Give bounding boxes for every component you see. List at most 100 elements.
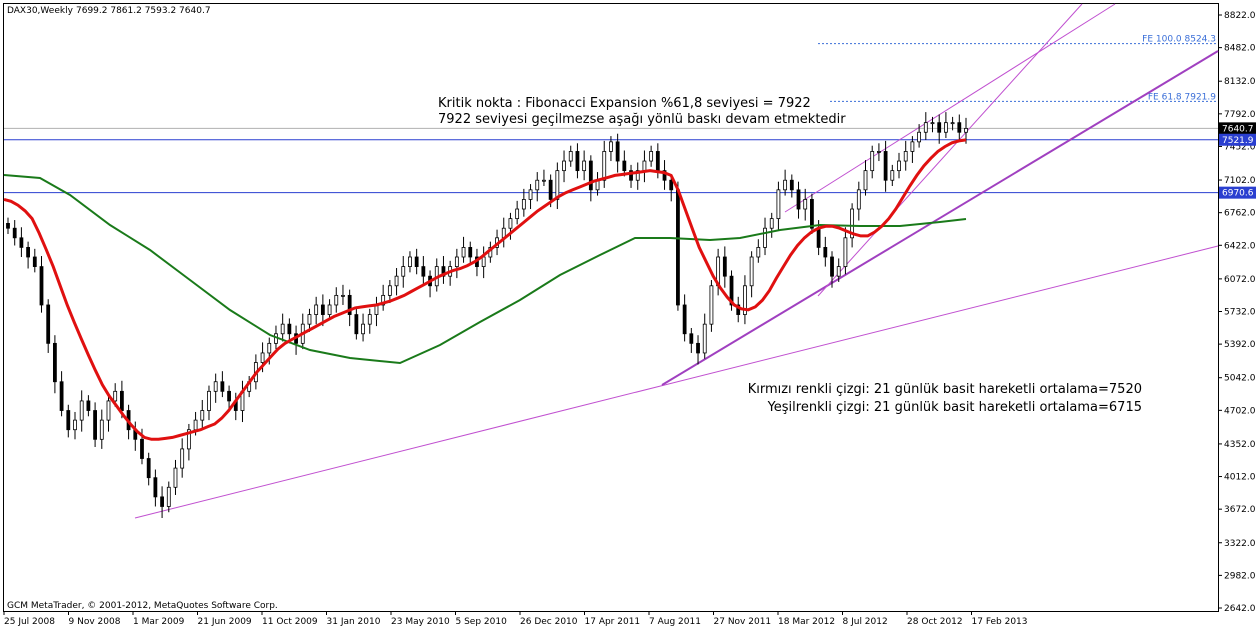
candle-body-108: [729, 275, 734, 306]
candle-body-133: [897, 160, 901, 172]
candle-body-12: [86, 400, 91, 411]
candle-body-50: [341, 294, 345, 297]
copyright: GCM MetaTrader, © 2001-2012, MetaQuotes …: [7, 601, 278, 611]
candle-body-99: [669, 179, 674, 191]
candle-body-136: [917, 131, 922, 143]
candle-body-89: [602, 151, 607, 181]
y-tick-label-11: 5042.0: [1224, 374, 1256, 384]
x-tick-label-13: 8 Jul 2012: [843, 617, 888, 627]
candle-body-117: [789, 179, 794, 191]
candle-body-107: [722, 256, 727, 277]
candle-body-101: [682, 304, 687, 335]
candle-body-86: [582, 160, 587, 172]
y-tick-label-18: 2642.0: [1224, 604, 1256, 614]
candle-body-115: [776, 189, 781, 220]
candle-body-126: [850, 208, 855, 239]
candle-body-123: [830, 256, 834, 277]
candle-body-79: [535, 179, 540, 191]
x-tick-label-6: 23 May 2010: [391, 617, 450, 627]
green-moving-average: [3, 174, 967, 365]
candle-body-77: [521, 199, 526, 210]
candle-body-38: [260, 352, 265, 363]
candle-body-26: [180, 448, 185, 469]
y-tick-label-3: 7792.0: [1224, 110, 1256, 120]
candle-body-27: [186, 429, 191, 450]
candle-body-22: [153, 477, 158, 498]
candle-body-57: [387, 285, 392, 296]
candle-body-103: [696, 342, 700, 354]
candle-body-120: [810, 199, 814, 229]
candle-body-95: [642, 160, 647, 172]
candle-body-6: [46, 304, 51, 344]
candle-body-67: [454, 256, 459, 267]
candle-body-87: [588, 160, 593, 191]
candle-body-48: [327, 304, 332, 315]
candle-body-75: [508, 218, 513, 229]
y-tick-label-9: 5732.0: [1224, 308, 1256, 318]
candle-body-62: [421, 266, 426, 277]
candle-body-53: [361, 323, 365, 335]
price-tags: 7640.7 7521.9 6970.6: [1219, 122, 1256, 199]
x-tick-label-3: 21 Jun 2009: [198, 617, 252, 627]
candle-body-7: [52, 342, 57, 383]
chart-header-symbol: DAX30,Weekly: [7, 6, 74, 16]
candle-body-41: [280, 323, 285, 335]
candle-body-60: [408, 256, 412, 267]
candle-body-128: [863, 170, 868, 191]
candle-body-46: [314, 304, 319, 315]
y-tick-label-7: 6422.0: [1224, 241, 1256, 251]
candle-body-39: [267, 342, 272, 354]
candle-body-0: [6, 223, 10, 229]
candle-body-1: [12, 227, 17, 239]
y-tick-label-15: 3672.0: [1224, 505, 1256, 515]
candle-body-93: [629, 170, 633, 181]
candle-body-81: [548, 179, 553, 200]
candle-body-105: [709, 285, 714, 325]
candle-body-140: [944, 122, 948, 133]
y-tick-label-8: 6072.0: [1224, 275, 1256, 285]
candle-body-65: [441, 266, 446, 277]
y-tick-label-4: 7452.0: [1224, 142, 1256, 152]
y-tick-label-0: 8822.0: [1224, 11, 1256, 21]
candle-body-71: [481, 256, 486, 267]
candle-body-118: [796, 189, 801, 210]
candle-body-30: [207, 390, 211, 411]
candle-body-25: [173, 467, 178, 488]
candle-body-100: [676, 189, 680, 306]
mid-trend-line: [661, 50, 1219, 386]
candle-body-23: [160, 496, 164, 507]
candle-body-132: [890, 170, 895, 181]
candle-body-116: [783, 179, 788, 191]
candle-body-109: [736, 304, 741, 315]
candle-body-52: [354, 314, 359, 335]
x-tick-label-7: 5 Sep 2010: [456, 617, 508, 627]
candle-body-84: [568, 151, 573, 162]
price-tag-bg-2: [1219, 186, 1256, 199]
x-tick-label-9: 17 Apr 2011: [585, 617, 641, 627]
candle-body-56: [381, 294, 386, 306]
candle-body-61: [414, 256, 419, 267]
candle-body-121: [816, 227, 821, 248]
candle-body-102: [689, 333, 694, 344]
candle-body-113: [763, 227, 767, 248]
candle-body-31: [213, 381, 218, 392]
candle-body-142: [957, 122, 962, 133]
x-tick-label-15: 17 Feb 2013: [972, 617, 1028, 627]
candle-body-111: [749, 256, 754, 287]
y-tick-label-17: 2982.0: [1224, 571, 1256, 581]
candle-body-83: [562, 160, 566, 172]
x-tick-label-8: 26 Dec 2010: [520, 617, 578, 627]
y-tick-label-14: 4012.0: [1224, 473, 1256, 483]
candle-body-85: [575, 151, 580, 172]
candle-body-33: [227, 390, 231, 402]
x-tick-label-14: 28 Oct 2012: [907, 617, 963, 627]
price-tag-label-1: 7521.9: [1222, 136, 1254, 146]
y-tick-label-16: 3322.0: [1224, 539, 1256, 549]
candle-body-5: [39, 266, 44, 306]
candle-body-13: [93, 410, 97, 440]
candle-body-134: [903, 151, 908, 162]
candle-body-17: [119, 390, 124, 411]
candle-body-135: [910, 141, 915, 152]
